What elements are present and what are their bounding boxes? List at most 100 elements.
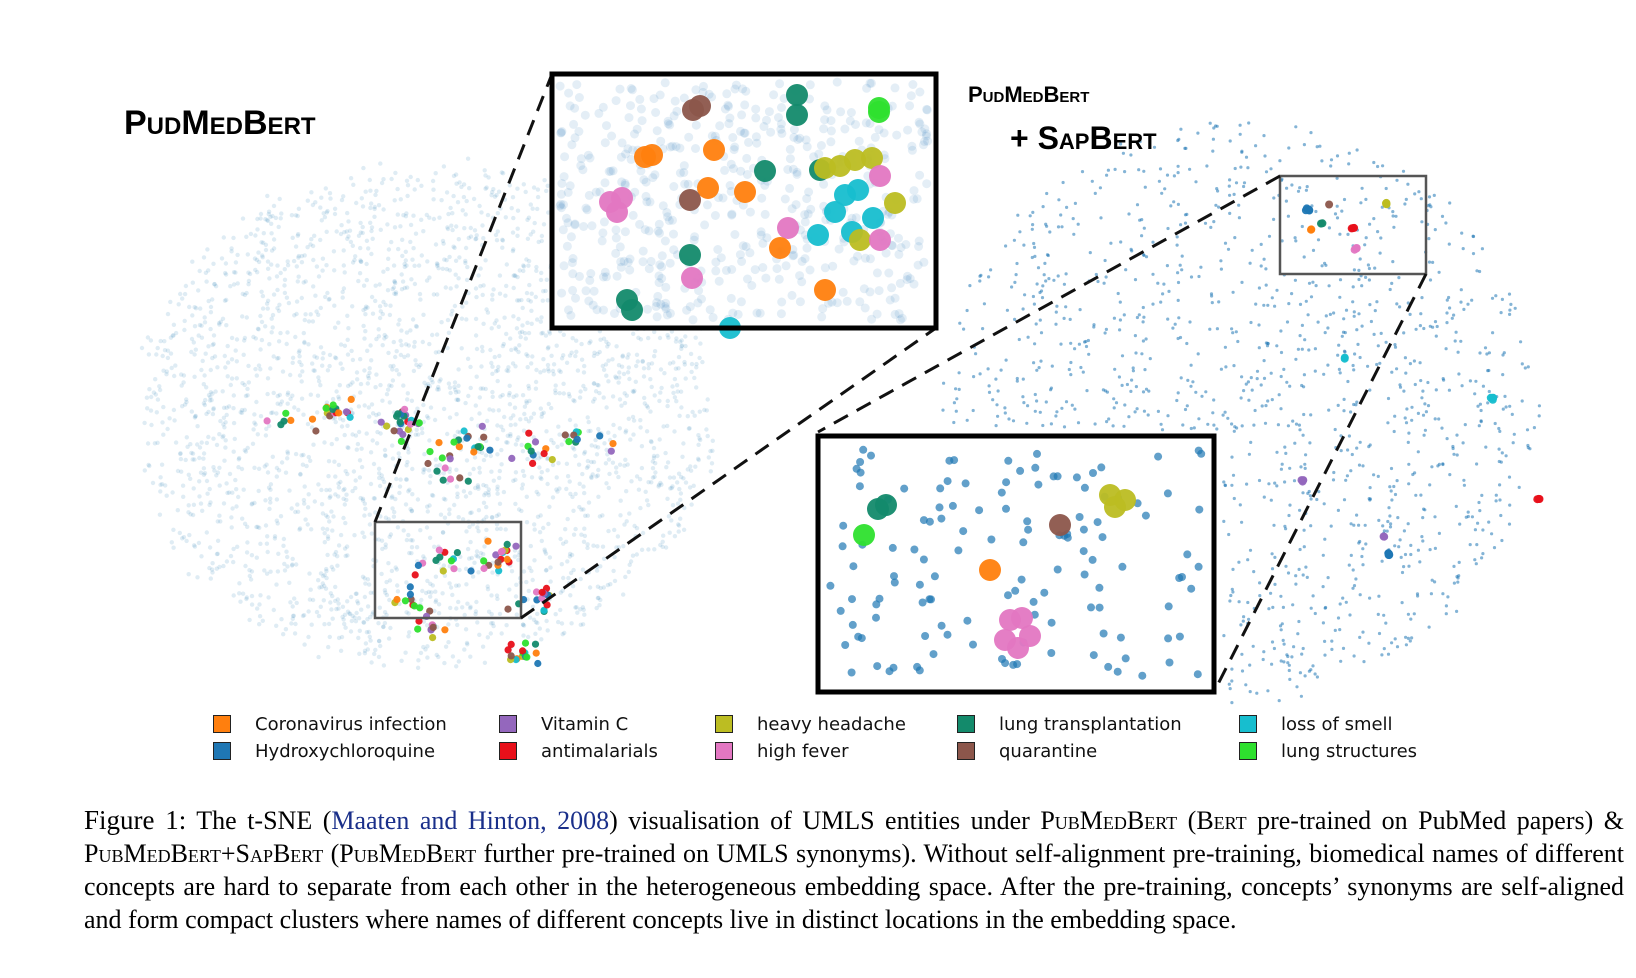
concept-point: [1317, 219, 1325, 228]
background-point: [360, 496, 366, 501]
background-point: [436, 384, 441, 390]
background-point: [179, 383, 184, 388]
background-point: [975, 506, 984, 515]
background-point: [540, 330, 545, 336]
background-point: [544, 567, 549, 573]
background-point: [1402, 565, 1406, 569]
background-point: [444, 267, 449, 272]
concept-point: [847, 179, 869, 201]
background-point: [463, 566, 469, 571]
background-point: [1382, 613, 1386, 617]
background-point: [690, 409, 695, 415]
background-point: [1089, 469, 1097, 477]
background-point: [405, 353, 411, 358]
background-point: [296, 206, 302, 211]
background-point: [522, 404, 528, 409]
background-point: [593, 437, 598, 443]
background-point: [388, 364, 393, 369]
background-point: [628, 559, 634, 564]
background-point: [1116, 291, 1120, 296]
background-point: [1059, 342, 1063, 346]
background-point: [1508, 308, 1512, 312]
background-point: [1071, 217, 1075, 221]
background-point: [570, 584, 576, 589]
background-point: [1249, 440, 1253, 444]
background-point: [1021, 395, 1025, 399]
background-point: [316, 654, 321, 660]
background-point: [614, 545, 619, 550]
background-point: [497, 353, 502, 359]
background-point: [356, 404, 362, 409]
background-point: [627, 376, 632, 382]
background-point: [848, 595, 856, 604]
background-point: [253, 366, 258, 372]
background-point: [533, 631, 538, 636]
background-point: [343, 469, 348, 474]
background-point: [546, 401, 551, 407]
background-point: [362, 513, 367, 518]
background-point: [169, 540, 174, 545]
background-point: [657, 262, 667, 272]
caption-citation[interactable]: Maaten and Hinton, 2008: [331, 806, 610, 835]
background-point: [351, 469, 357, 474]
background-point: [427, 480, 433, 485]
background-point: [579, 341, 584, 347]
background-point: [1335, 176, 1339, 180]
background-point: [1342, 317, 1346, 321]
background-point: [894, 233, 903, 243]
background-point: [477, 395, 482, 400]
background-point: [1209, 292, 1214, 296]
background-point: [412, 339, 417, 345]
background-point: [335, 563, 340, 568]
background-point: [251, 427, 256, 432]
background-point: [594, 605, 599, 611]
concept-point: [282, 409, 290, 417]
background-point: [785, 183, 795, 193]
background-point: [285, 259, 290, 264]
background-point: [751, 132, 761, 142]
background-point: [1390, 281, 1394, 285]
background-point: [168, 299, 173, 305]
background-point: [497, 611, 503, 617]
background-point: [682, 362, 687, 367]
background-point: [1031, 294, 1035, 299]
background-point: [356, 616, 362, 621]
background-point: [1067, 367, 1071, 372]
background-point: [565, 474, 571, 479]
background-point: [632, 124, 642, 134]
background-point: [441, 164, 447, 169]
right-panel-title-line2: + SapBert: [1010, 120, 1157, 156]
background-point: [465, 156, 471, 161]
background-point: [370, 236, 375, 241]
background-point: [1144, 387, 1149, 391]
background-point: [641, 366, 647, 371]
background-point: [1035, 368, 1039, 372]
background-point: [1297, 423, 1301, 427]
background-point: [550, 368, 556, 374]
background-point: [1393, 544, 1397, 548]
background-point: [481, 457, 487, 463]
background-point: [201, 255, 207, 260]
background-point: [1040, 296, 1045, 300]
background-point: [596, 595, 601, 601]
background-point: [433, 242, 439, 247]
background-point: [1420, 396, 1424, 400]
background-point: [537, 626, 542, 631]
background-point: [1494, 294, 1498, 298]
background-point: [1257, 286, 1261, 290]
background-point: [306, 492, 311, 497]
background-point: [597, 514, 603, 519]
background-point: [285, 392, 290, 397]
background-point: [1055, 304, 1059, 308]
background-point: [392, 198, 397, 203]
background-point: [600, 267, 610, 277]
background-point: [459, 184, 464, 190]
background-point: [1441, 462, 1445, 467]
background-point: [340, 295, 345, 300]
background-point: [455, 397, 461, 402]
background-point: [1264, 283, 1268, 287]
background-point: [393, 291, 399, 297]
concept-point: [447, 557, 455, 565]
background-point: [516, 553, 521, 558]
background-point: [1033, 392, 1037, 397]
